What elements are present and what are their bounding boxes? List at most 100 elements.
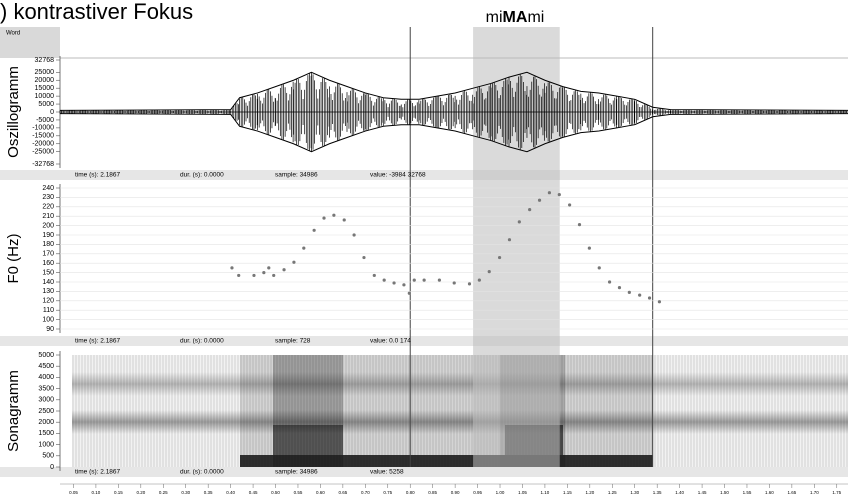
f0-point [372,273,376,278]
status-text: sample: 34986 [275,469,318,476]
y-tick-label: 180 [42,241,54,248]
y-tick-label: 130 [42,288,54,295]
y-tick-label: -10000 [32,125,54,132]
f0-point [302,246,306,250]
x-tick-label: 0.15 [114,490,123,495]
x-tick-label: 1.10 [541,490,550,495]
x-tick-label: 0.10 [92,490,101,495]
y-tick-label: 210 [42,213,54,220]
y-tick-label: -32768 [32,161,54,168]
annotation-part: MA [503,9,528,26]
y-axis-label: F0 (Hz) [5,234,22,284]
x-tick-label: 1.60 [765,490,774,495]
y-tick-label: 4500 [38,363,54,370]
f0-point [292,260,296,264]
f0-point [627,290,631,294]
y-tick-label: -20000 [32,141,54,148]
y-tick-label: 220 [42,204,54,211]
f0-point [392,281,396,285]
f0-point [362,255,366,260]
y-tick-label: 1000 [38,441,54,448]
f0-point [262,271,266,275]
x-tick-label: 0.80 [406,490,415,495]
f0-point [607,280,612,284]
f0-point [638,293,642,297]
f0-point [272,273,276,278]
y-tick-label: 500 [42,453,54,460]
y-tick-label: 5000 [38,352,54,359]
x-tick-label: 1.40 [675,490,684,495]
f0-point [528,208,532,212]
x-tick-label: 0.60 [316,490,325,495]
y-axis-label: Oszillogramm [5,66,22,158]
status-bar [0,467,848,477]
status-text: dur. (s): 0.0000 [180,338,224,345]
status-text: sample: 728 [275,338,311,345]
y-tick-label: 90 [46,326,54,333]
f0-point [517,220,521,224]
y-tick-label: 2000 [38,419,54,426]
status-text: value: -3984 32768 [370,172,426,179]
f0-point [267,266,271,270]
annotation-part: mi [527,9,544,26]
status-text: dur. (s): 0.0000 [180,469,224,476]
x-tick-label: 1.20 [585,490,594,495]
f0-point [477,278,481,282]
f0-point [487,270,491,274]
x-tick-label: 0.20 [136,490,145,495]
x-tick-label: 0.70 [361,490,370,495]
x-tick-label: 1.15 [563,490,572,495]
y-tick-label: 160 [42,260,54,267]
y-axis-label: Sonagramm [5,370,22,452]
status-text: dur. (s): 0.0000 [180,172,224,179]
tier-box [0,27,60,58]
x-tick-label: 1.75 [832,490,841,495]
f0-point [657,300,662,304]
f0-point [252,273,256,278]
x-tick-label: 0.55 [294,490,303,495]
status-text: time (s): 2.1867 [75,469,121,476]
y-tick-label: 15000 [35,85,55,92]
y-tick-label: 190 [42,232,54,239]
y-tick-label: 0 [50,464,54,471]
f0-point [422,278,426,282]
x-tick-label: 1.45 [698,490,707,495]
title: ) kontrastiver Fokus [0,0,193,24]
f0-point [437,278,442,282]
f0-point [332,213,336,217]
y-tick-label: 120 [42,298,54,305]
f0-point [452,281,456,285]
x-tick-label: 0.65 [338,490,347,495]
y-tick-label: 170 [42,251,54,258]
waveform-upper [59,71,848,111]
y-tick-label: 3500 [38,385,54,392]
annotation-part: mi [486,9,503,26]
y-tick-label: -25000 [32,149,54,156]
x-tick-label: 0.95 [473,490,482,495]
f0-point [647,296,652,300]
x-tick-label: 1.35 [653,490,662,495]
x-tick-label: 0.85 [428,490,437,495]
annotation: miMAmi [486,9,545,26]
y-tick-label: 5000 [38,101,54,108]
f0-point [557,192,561,197]
x-tick-label: 1.00 [496,490,505,495]
x-tick-label: 0.25 [159,490,168,495]
f0-point [587,246,591,250]
f0-point [230,266,234,270]
waveform-lower [59,113,848,153]
y-tick-label: 2500 [38,408,54,415]
y-tick-label: 100 [42,316,54,323]
y-tick-label: 32768 [35,57,55,64]
status-text: value: 0.0 174 [370,338,411,345]
status-text: value: 5258 [370,469,404,476]
f0-point [407,291,411,295]
f0-point [312,228,316,232]
f0-point [597,266,601,270]
y-tick-label: 110 [43,307,54,314]
x-tick-label: 0.50 [271,490,280,495]
status-text: sample: 34986 [275,172,318,179]
x-tick-label: 1.05 [518,490,527,495]
x-tick-label: 0.40 [226,490,235,495]
f0-point [382,278,386,282]
